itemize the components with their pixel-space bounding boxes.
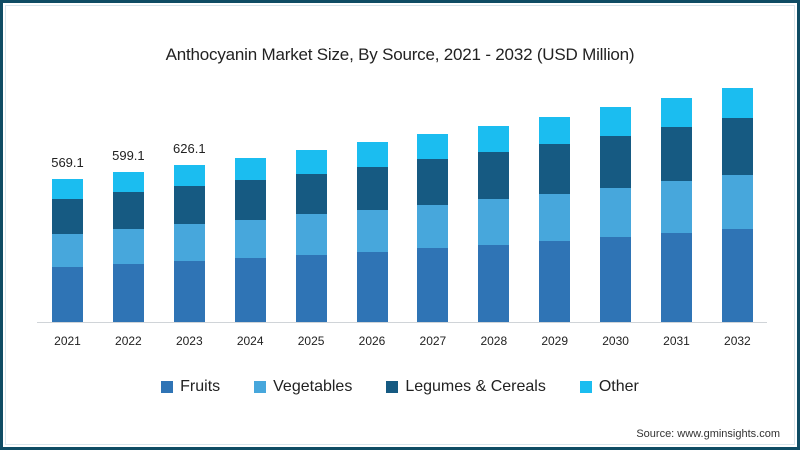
bar-segment-other (417, 134, 449, 159)
bar-segment-legumes-cereals (721, 118, 753, 176)
bar-segment-vegetables (173, 224, 205, 261)
bar-2032 (721, 88, 753, 323)
x-tick-label: 2030 (602, 334, 629, 348)
legend-swatch-icon (579, 381, 592, 393)
bar-segment-vegetables (600, 188, 632, 237)
bar-2031 (661, 98, 692, 323)
bar-segment-vegetables (52, 233, 83, 267)
bar-2027 (417, 134, 449, 323)
bar-segment-fruits (661, 233, 692, 323)
bar-segment-other (600, 107, 632, 137)
bar-segment-legumes-cereals (234, 180, 266, 220)
bar-2021 (52, 179, 83, 323)
data-label-total: 569.1 (51, 155, 84, 171)
bar-2025 (295, 150, 327, 323)
legend-item-legumes-cereals: Legumes & Cereals (386, 378, 546, 396)
bar-segment-other (173, 164, 205, 187)
legend-item-other: Other (579, 378, 639, 396)
bar-segment-fruits (600, 236, 632, 323)
legend-item-vegetables: Vegetables (254, 378, 352, 396)
legend-label: Other (598, 378, 639, 395)
x-tick-label: 2032 (724, 334, 751, 348)
x-tick-label: 2021 (54, 334, 81, 348)
inner-border (5, 5, 795, 445)
bar-segment-legumes-cereals (478, 152, 510, 199)
bar-segment-fruits (295, 255, 327, 323)
data-label-total: 599.1 (112, 147, 145, 163)
bar-segment-legumes-cereals (417, 159, 449, 205)
x-tick-label: 2025 (297, 334, 325, 348)
bar-segment-vegetables (417, 205, 449, 248)
bar-2028 (478, 126, 510, 323)
bar-segment-vegetables (478, 199, 510, 245)
legend-swatch-icon (161, 381, 174, 393)
bar-segment-vegetables (661, 181, 692, 233)
bar-segment-other (539, 117, 571, 145)
legend-label: Fruits (180, 378, 221, 395)
data-label-total: 626.1 (173, 140, 206, 156)
bar-segment-other (112, 171, 144, 193)
bar-segment-other (661, 98, 692, 128)
bar-segment-vegetables (721, 175, 753, 230)
bar-segment-fruits (478, 245, 510, 323)
bar-segment-fruits (173, 261, 205, 323)
bar-segment-legumes-cereals (112, 192, 144, 230)
bar-segment-legumes-cereals (52, 199, 83, 234)
bar-segment-other (721, 88, 753, 119)
bar-segment-legumes-cereals (173, 186, 205, 225)
bar-segment-other (356, 142, 388, 167)
bar-segment-fruits (721, 229, 753, 323)
bar-segment-legumes-cereals (356, 167, 388, 210)
bar-segment-vegetables (295, 214, 327, 255)
bar-2024 (234, 158, 266, 323)
bar-segment-legumes-cereals (539, 144, 571, 195)
bar-segment-fruits (417, 248, 449, 323)
source-note: Source: www.gminsights.com (636, 428, 780, 440)
x-tick-label: 2026 (358, 334, 386, 348)
legend-item-fruits: Fruits (161, 378, 220, 396)
bar-segment-vegetables (356, 210, 388, 252)
bar-segment-other (295, 150, 327, 175)
legend-swatch-icon (386, 381, 399, 393)
x-tick-label: 2028 (480, 334, 508, 348)
x-tick-label: 2024 (236, 334, 264, 348)
x-tick-label: 2023 (175, 334, 203, 348)
bar-segment-legumes-cereals (661, 127, 692, 182)
bar-2023 (173, 164, 205, 323)
bar-segment-vegetables (539, 194, 571, 241)
bar-segment-other (234, 158, 266, 181)
legend: Fruits Vegetables Legumes & Cereals Other (0, 378, 800, 396)
bar-segment-legumes-cereals (295, 174, 327, 214)
bar-segment-fruits (52, 266, 83, 323)
bar-2026 (356, 142, 388, 323)
bar-segment-fruits (234, 258, 266, 323)
bar-segment-fruits (112, 264, 144, 323)
bar-segment-vegetables (112, 229, 144, 265)
bar-2029 (539, 117, 571, 323)
bar-segment-legumes-cereals (600, 136, 632, 188)
bar-segment-fruits (539, 241, 571, 323)
legend-swatch-icon (254, 381, 267, 393)
bar-2022 (112, 171, 144, 323)
x-tick-label: 2031 (663, 334, 690, 348)
legend-label: Vegetables (273, 378, 353, 395)
x-axis-line (37, 322, 767, 323)
bar-segment-other (52, 179, 83, 199)
bar-2030 (600, 107, 632, 323)
chart-title: Anthocyanin Market Size, By Source, 2021… (165, 45, 635, 64)
x-tick-label: 2029 (541, 334, 569, 348)
x-tick-label: 2022 (115, 334, 142, 348)
bar-segment-vegetables (234, 220, 266, 258)
bar-segment-other (478, 126, 510, 153)
x-tick-label: 2027 (419, 334, 447, 348)
bar-segment-fruits (356, 251, 388, 323)
legend-label: Legumes & Cereals (405, 378, 546, 395)
